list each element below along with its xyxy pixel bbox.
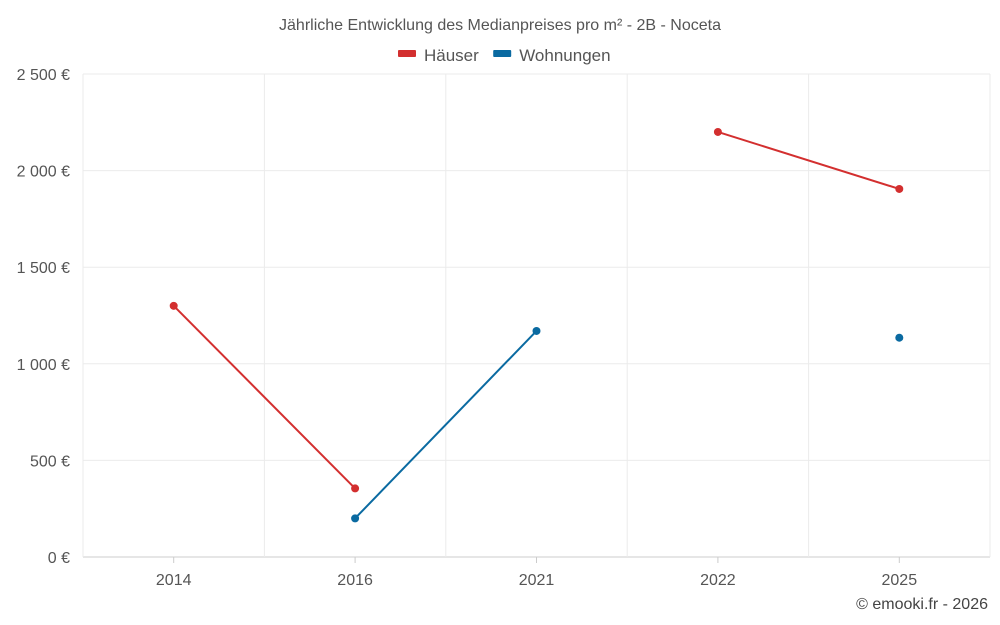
credit-text: © emooki.fr - 2026 xyxy=(856,596,988,613)
legend-label-wohnungen: Wohnungen xyxy=(519,46,610,65)
y-tick-label: 1 500 € xyxy=(17,260,70,277)
x-tick-label: 2014 xyxy=(156,572,192,589)
legend-swatch-wohnungen xyxy=(493,50,512,57)
series-layer xyxy=(169,127,904,523)
y-tick-label: 500 € xyxy=(30,453,70,470)
chart-title: Jährliche Entwicklung des Medianpreises … xyxy=(279,17,721,34)
grid xyxy=(82,73,991,558)
series-line-h-user xyxy=(717,131,900,190)
data-point-wohnungen xyxy=(895,333,904,342)
axes: 0 € 500 € 1 000 € 1 500 € 2 000 € 2 500 € 2014… xyxy=(17,67,918,589)
data-point-h-user xyxy=(351,484,360,493)
series-line-wohnungen xyxy=(354,330,538,520)
legend-swatch-h-user xyxy=(398,50,416,57)
x-tick-label: 2025 xyxy=(882,572,918,589)
data-point-h-user xyxy=(895,184,904,193)
x-tick-label: 2021 xyxy=(519,572,555,589)
y-tick-label: 0 € xyxy=(48,550,70,567)
y-tick-label: 2 000 € xyxy=(17,164,70,181)
x-tick-label: 2022 xyxy=(700,572,736,589)
data-point-wohnungen xyxy=(351,514,360,523)
y-tick-label: 1 000 € xyxy=(17,357,70,374)
data-point-wohnungen xyxy=(532,326,541,335)
y-tick-label: 2 500 € xyxy=(17,67,70,84)
data-point-h-user xyxy=(713,127,722,136)
data-point-h-user xyxy=(169,301,178,310)
legend-label-h-user: Häuser xyxy=(424,46,479,65)
x-tick-label: 2016 xyxy=(337,572,373,589)
series-line-h-user xyxy=(172,305,356,490)
legend: Häuser Wohnungen xyxy=(398,46,611,65)
